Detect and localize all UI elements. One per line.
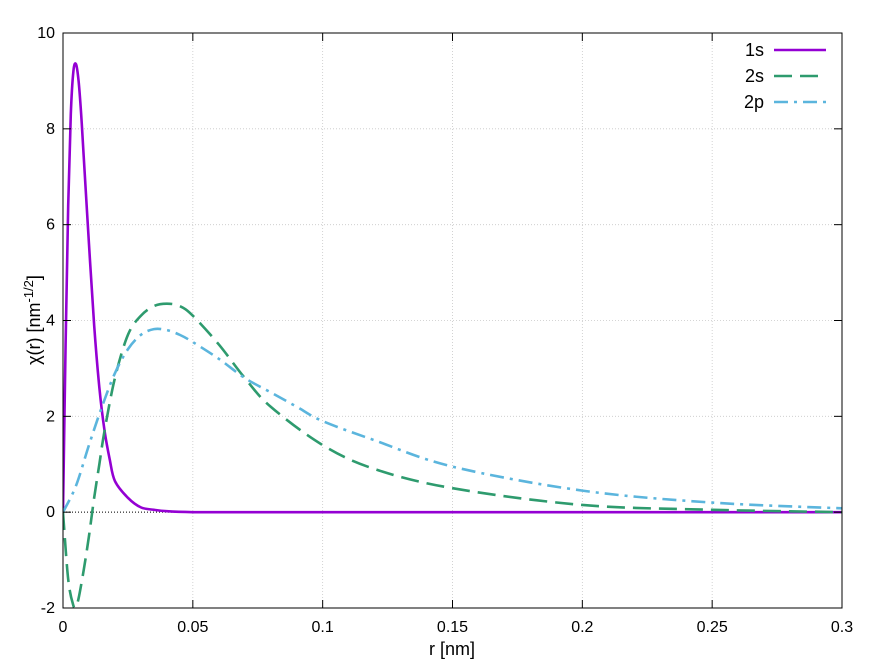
y-axis-label-superscript: -1/2	[21, 280, 36, 302]
legend-label-2s: 2s	[745, 66, 764, 86]
y-axis-label-base: χ(r) [nm	[24, 302, 44, 364]
x-tick-label: 0	[59, 619, 68, 636]
series-line-2s	[63, 302, 842, 608]
x-tick-label: 0.1	[312, 619, 334, 636]
y-tick-label: -2	[41, 600, 55, 617]
x-tick-label: 0.05	[177, 619, 208, 636]
legend-label-1s: 1s	[745, 40, 764, 60]
plot-frame	[62, 32, 843, 609]
legend: 1s 2s 2p	[744, 40, 826, 112]
x-tick-label: 0.15	[437, 619, 468, 636]
y-tick-label: 10	[37, 25, 55, 42]
grid	[63, 33, 842, 608]
x-tick-label: 0.2	[571, 619, 593, 636]
series-line-2p	[63, 327, 842, 513]
series-line-1s	[63, 62, 842, 514]
y-axis-label: χ(r) [nm-1/2]	[21, 275, 44, 365]
y-axis-label-close: ]	[24, 275, 44, 280]
y-tick-label: 0	[46, 504, 55, 521]
x-tick-label: 0.25	[697, 619, 728, 636]
y-tick-label: 8	[46, 121, 55, 138]
y-tick-label: 6	[46, 217, 55, 234]
legend-label-2p: 2p	[744, 92, 764, 112]
x-tick-label: 0.3	[831, 619, 853, 636]
y-tick-label: 4	[46, 313, 55, 330]
series-layer	[63, 62, 842, 608]
y-tick-label: 2	[46, 408, 55, 425]
x-axis-label: r [nm]	[429, 639, 475, 659]
